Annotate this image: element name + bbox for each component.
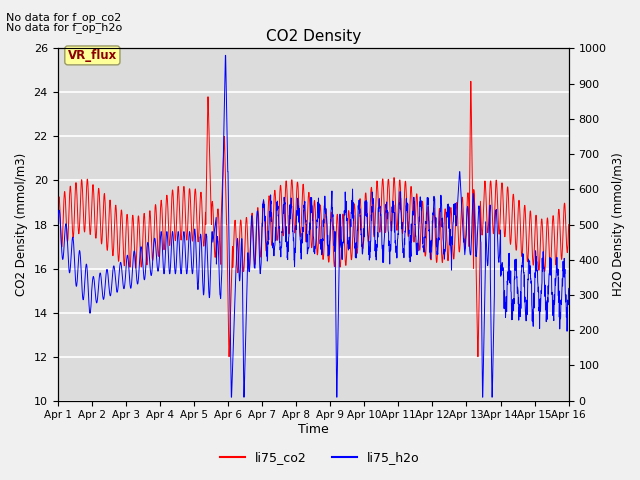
X-axis label: Time: Time: [298, 423, 328, 436]
Text: No data for f_op_co2: No data for f_op_co2: [6, 12, 122, 23]
Title: CO2 Density: CO2 Density: [266, 29, 361, 44]
Text: No data for f_op_h2o: No data for f_op_h2o: [6, 22, 123, 33]
Text: VR_flux: VR_flux: [68, 49, 117, 62]
Y-axis label: H2O Density (mmol/m3): H2O Density (mmol/m3): [612, 153, 625, 296]
Legend: li75_co2, li75_h2o: li75_co2, li75_h2o: [215, 446, 425, 469]
Y-axis label: CO2 Density (mmol/m3): CO2 Density (mmol/m3): [15, 153, 28, 296]
